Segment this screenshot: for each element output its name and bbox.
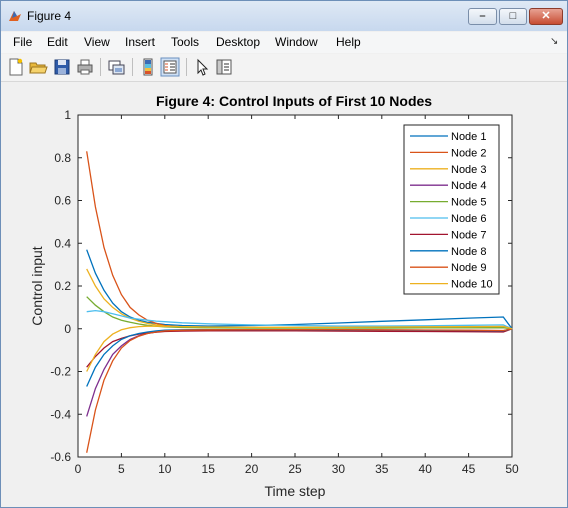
legend-entry-label: Node 2 (451, 147, 486, 159)
save-icon[interactable] (52, 57, 72, 77)
menu-window[interactable]: Window (275, 35, 318, 49)
legend-entry-label: Node 9 (451, 262, 486, 274)
menu-file[interactable]: File (13, 35, 33, 49)
menu-insert[interactable]: Insert (125, 35, 156, 49)
figure-toolbar (1, 54, 567, 82)
open-file-icon[interactable] (28, 57, 48, 77)
window-title: Figure 4 (27, 9, 72, 23)
x-tick-label: 35 (375, 462, 389, 476)
property-inspector-icon[interactable] (214, 57, 234, 77)
menu-desktop[interactable]: Desktop (216, 35, 261, 49)
y-tick-label: -0.2 (50, 365, 71, 379)
series-line-node-9[interactable] (86, 328, 513, 453)
x-tick-label: 50 (505, 462, 519, 476)
series-line-node-6[interactable] (86, 309, 513, 330)
y-tick-label: 0.8 (54, 151, 71, 165)
edit-plot-pointer-icon[interactable] (192, 57, 212, 77)
x-tick-label: 10 (158, 462, 172, 476)
x-tick-label: 15 (202, 462, 216, 476)
x-tick-label: 0 (75, 462, 82, 476)
legend-entry-label: Node 7 (451, 229, 486, 241)
axis-ticks: 0 5 10 15 20 25 30 35 40 45 50 -0.6 -0.4 -0.2 0 0.2 0.4 0… (50, 108, 519, 476)
series-lines (86, 151, 513, 453)
menu-help[interactable]: Help (336, 35, 361, 49)
x-tick-label: 40 (419, 462, 433, 476)
series-line-node-10[interactable] (86, 325, 513, 372)
new-figure-icon[interactable] (6, 57, 26, 77)
legend-entry-label: Node 4 (451, 180, 486, 192)
x-tick-label: 45 (462, 462, 476, 476)
maximize-icon: □ (509, 10, 517, 22)
print-icon[interactable] (75, 57, 95, 77)
legend-entry-label: Node 6 (451, 213, 486, 225)
toolbar-separator (132, 58, 133, 76)
maximize-button[interactable]: □ (499, 8, 527, 25)
legend-box (403, 124, 500, 295)
title-bar[interactable]: Figure 4 ⎯ □ ✕ (1, 1, 567, 31)
close-icon: ✕ (541, 10, 551, 22)
menu-bar: File Edit View Insert Tools Desktop Wind… (1, 32, 567, 53)
series-line-node-1[interactable] (86, 249, 513, 330)
y-tick-label: 1 (64, 108, 71, 122)
x-tick-label: 30 (332, 462, 346, 476)
legend-entry-label: Node 8 (451, 246, 486, 258)
insert-legend-icon[interactable] (160, 57, 180, 77)
legend-entry-label: Node 1 (451, 131, 486, 143)
y-tick-label: 0.2 (54, 279, 71, 293)
menu-tools[interactable]: Tools (171, 35, 200, 49)
close-button[interactable]: ✕ (529, 8, 563, 25)
y-tick-label: 0.4 (54, 236, 71, 250)
series-line-node-7[interactable] (86, 328, 513, 368)
line-chart[interactable]: Figure 4: Control Inputs of First 10 Nod… (5, 83, 563, 503)
x-tick-label: 5 (118, 462, 125, 476)
menu-edit[interactable]: Edit (47, 35, 68, 49)
link-plot-icon[interactable] (106, 57, 126, 77)
y-tick-label: -0.4 (50, 407, 71, 421)
y-tick-label: 0.6 (54, 194, 71, 208)
y-axis-label: Control input (29, 246, 45, 325)
minimize-icon: ⎯ (479, 10, 486, 22)
figure-canvas: Figure 4: Control Inputs of First 10 Nod… (5, 83, 563, 503)
matlab-icon (9, 11, 21, 21)
menu-view[interactable]: View (84, 35, 110, 49)
y-tick-label: 0 (64, 322, 71, 336)
y-tick-label: -0.6 (50, 450, 71, 464)
x-tick-label: 20 (245, 462, 259, 476)
toolbar-separator (100, 58, 101, 76)
legend-entry-label: Node 5 (451, 197, 486, 209)
insert-colorbar-icon[interactable] (138, 57, 158, 77)
x-axis-label: Time step (265, 483, 326, 499)
menubar-dock-arrow-icon[interactable]: ↘ (550, 36, 559, 47)
legend-entry-label: Node 3 (451, 164, 486, 176)
legend[interactable]: Node 1 Node 2 Node 3 Node 4 Node 5 Node 6 Node… (403, 124, 500, 295)
toolbar-separator (186, 58, 187, 76)
x-tick-label: 25 (288, 462, 302, 476)
legend-entry-label: Node 10 (451, 279, 493, 291)
minimize-button[interactable]: ⎯ (468, 8, 497, 25)
chart-title: Figure 4: Control Inputs of First 10 Nod… (156, 93, 432, 109)
